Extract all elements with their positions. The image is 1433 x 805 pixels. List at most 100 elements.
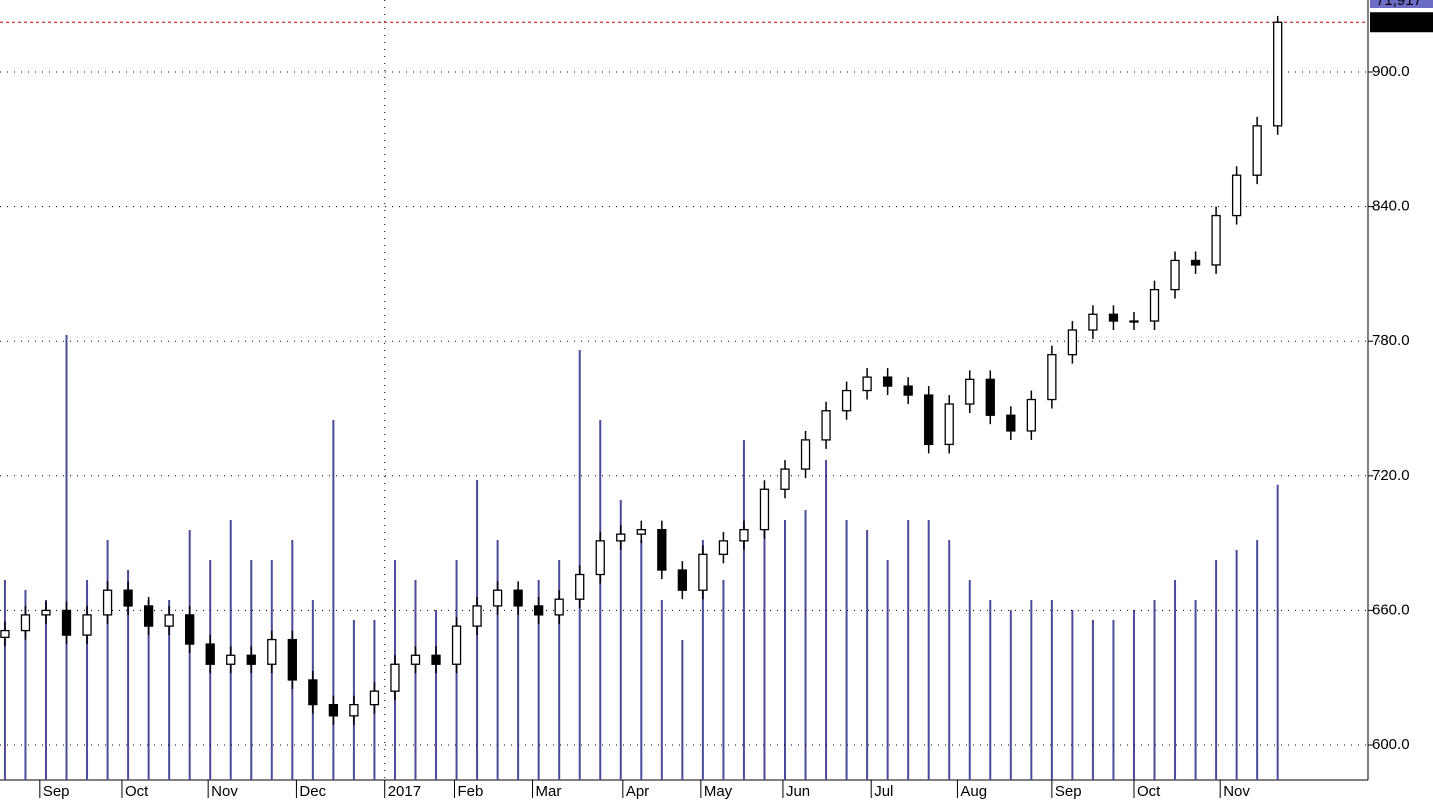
candle-body (349, 703, 359, 717)
candle-body (369, 690, 380, 706)
x-tick-label: Aug (960, 783, 987, 800)
x-tick-label: Jul (874, 783, 893, 800)
candle-body (657, 528, 667, 571)
volume-bar (558, 559, 561, 780)
candle-body (841, 389, 852, 412)
volume-bar (948, 540, 951, 780)
candle-body (492, 589, 503, 607)
volume-value-box (1370, 0, 1433, 8)
candle-body (595, 540, 605, 576)
candle-body (739, 528, 749, 542)
volume-bar (537, 579, 540, 780)
volume-bar (886, 559, 889, 780)
volume-bar (517, 599, 520, 780)
volume-bar (1235, 549, 1238, 780)
volume-bar (907, 519, 910, 780)
volume-bar (1276, 484, 1279, 780)
candle-body (965, 378, 975, 405)
candle-body (390, 663, 400, 692)
volume-bar (1071, 610, 1074, 780)
volume-bar (188, 529, 191, 780)
candle-body (123, 589, 133, 607)
candle-body (185, 614, 195, 645)
y-tick-label: 720.0 (1372, 467, 1410, 484)
candle-body (308, 679, 318, 706)
volume-bar (1174, 579, 1177, 780)
candle-body (534, 605, 544, 616)
volume-bar (414, 579, 417, 780)
volume-bar (147, 599, 150, 780)
candle-body (800, 439, 811, 470)
x-tick-label: Sep (43, 783, 70, 800)
candle-body (472, 605, 482, 627)
volume-bar (1153, 599, 1156, 780)
volume-bar (168, 599, 171, 780)
candle-body (205, 643, 215, 665)
volume-bar (804, 509, 807, 780)
volume-bar (1256, 540, 1259, 780)
volume-bar (619, 499, 622, 780)
candle-body (1006, 414, 1016, 432)
candle-body (451, 625, 462, 665)
volume-bar (1091, 619, 1094, 780)
volume-bar (866, 529, 869, 780)
volume-bar (1194, 599, 1197, 780)
x-tick-label: Dec (299, 783, 326, 800)
volume-bar (825, 459, 828, 780)
candle-body (1252, 125, 1262, 176)
volume-bar (578, 349, 581, 780)
x-tick-label: May (704, 783, 733, 800)
candle-body (1088, 313, 1098, 331)
candle-body (431, 654, 441, 665)
volume-bar (845, 519, 848, 780)
volume-bar (1030, 599, 1033, 780)
volume-bar (1009, 610, 1012, 780)
candle-body (944, 403, 954, 446)
volume-bar (65, 334, 68, 780)
x-tick-label: Oct (1137, 783, 1161, 800)
x-tick-label: Sep (1055, 783, 1082, 800)
candle-body (1190, 259, 1201, 266)
last-price-box (1370, 12, 1433, 33)
candle-body (903, 385, 913, 396)
candle-body (924, 394, 934, 446)
candle-body (862, 376, 872, 392)
volume-bar (127, 569, 130, 780)
candle-body (246, 654, 256, 665)
volume-bar (640, 540, 643, 780)
x-tick-label: Feb (457, 783, 483, 800)
candle-body (821, 410, 831, 441)
volume-bar (1132, 610, 1135, 780)
grid-layer (0, 0, 1388, 780)
volume-bar (106, 540, 109, 780)
candle-body (226, 654, 236, 665)
candle-body (1149, 288, 1160, 322)
candle-body (1129, 320, 1139, 323)
volume-bar (701, 540, 704, 780)
volume-bar (989, 599, 992, 780)
candle-body (759, 488, 770, 531)
candle-body (102, 589, 113, 616)
x-tick-label: Oct (125, 783, 149, 800)
volume-bar (496, 540, 499, 780)
volume-bar (3, 579, 6, 780)
volume-value-label: 71,917 (1376, 0, 1422, 9)
candle-body (1231, 174, 1242, 217)
volume-bar (435, 610, 438, 780)
volume-bar (783, 519, 786, 780)
candle-body (267, 638, 277, 665)
candle-body (698, 553, 708, 591)
candle-body (1170, 259, 1180, 291)
candle-body (780, 468, 790, 490)
volume-bar (599, 419, 602, 780)
label-layer: 600.0 660.0 720.0 780.0 840.0 900.0 Sep Oct Nov D… (39, 0, 1433, 800)
x-tick-label: Nov (1223, 783, 1250, 800)
volume-bar (722, 579, 725, 780)
candle-layer (0, 15, 1283, 725)
candle-body (61, 609, 72, 636)
volume-bar (1215, 559, 1218, 780)
candle-body (882, 376, 893, 387)
candle-body (143, 605, 154, 627)
